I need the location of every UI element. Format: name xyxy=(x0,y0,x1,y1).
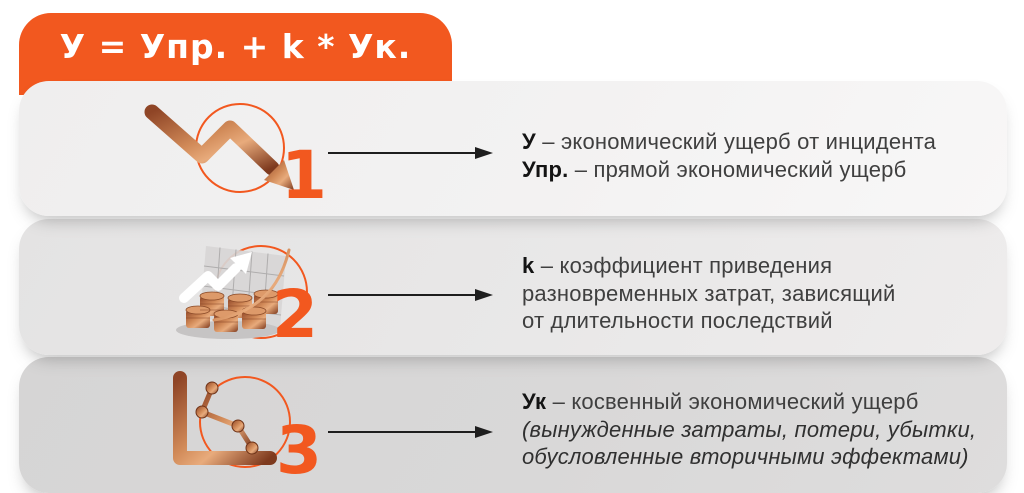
step-number-1: 1 xyxy=(281,137,327,214)
coins-growth-icon xyxy=(176,245,308,339)
row-2-text: k – коэффициент приведения разновременны… xyxy=(522,252,896,335)
row-3-text: Ук – косвенный экономический ущерб (выну… xyxy=(522,388,976,471)
term: Упр. xyxy=(522,156,569,182)
text-line: Упр. – прямой экономический ущерб xyxy=(522,156,907,182)
step-number-2: 2 xyxy=(272,276,318,353)
term: Ук xyxy=(522,389,547,414)
text-line: k – коэффициент приведения xyxy=(522,253,833,278)
text-line: обусловленные вторичными эффектами) xyxy=(522,444,969,469)
trend-down-arrow-icon xyxy=(144,103,294,193)
right-arrow-icon xyxy=(328,147,493,159)
text-line: от длительности последствий xyxy=(522,308,833,333)
line-chart-icon xyxy=(173,371,291,468)
text-line: У – экономический ущерб от инцидента xyxy=(522,129,937,154)
right-arrow-icon xyxy=(328,289,493,301)
row-1-text: У – экономический ущерб от инцидента Упр… xyxy=(522,128,936,183)
right-arrow-icon xyxy=(328,426,493,438)
text-line: (вынужденные затраты, потери, убытки, xyxy=(522,416,977,442)
term: У xyxy=(522,129,536,154)
term: k xyxy=(522,253,535,278)
text-line: разновременных затрат, зависящий xyxy=(522,280,896,306)
formula-text: У = Упр. + k * Ук. xyxy=(59,27,412,66)
step-number-3: 3 xyxy=(276,412,322,489)
text-line: Ук – косвенный экономический ущерб xyxy=(522,389,919,414)
